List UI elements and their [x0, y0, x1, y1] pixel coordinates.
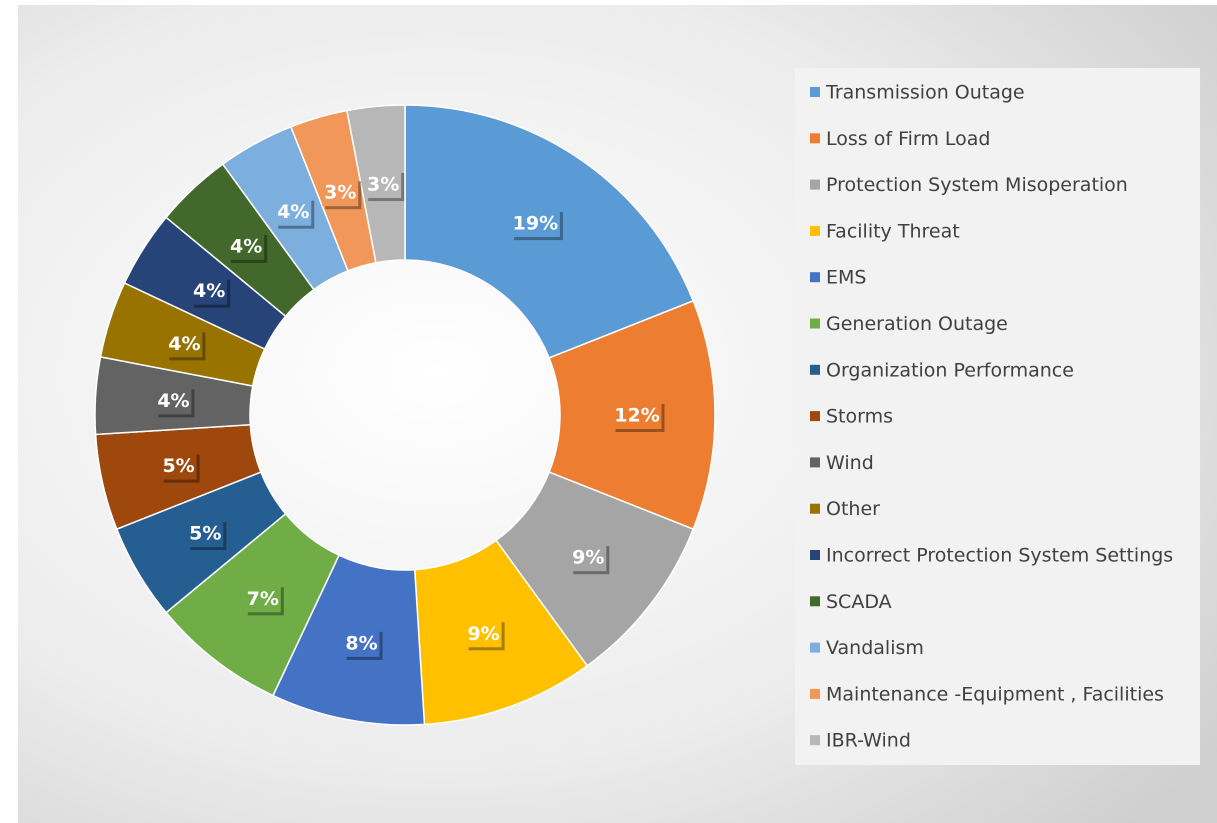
- data-label: 3%: [367, 174, 399, 196]
- legend-label: IBR-Wind: [826, 730, 911, 752]
- data-label: 9%: [467, 623, 499, 645]
- legend-box: [795, 68, 1200, 765]
- legend-label: Organization Performance: [826, 359, 1074, 381]
- data-label-box: [244, 584, 281, 613]
- legend-swatch: [810, 735, 820, 746]
- data-label-box: [191, 276, 228, 305]
- data-label: 4%: [168, 333, 200, 355]
- data-label-box: [228, 231, 265, 260]
- data-label-box: [155, 386, 192, 415]
- data-label: 5%: [162, 455, 194, 477]
- data-label: 4%: [277, 201, 309, 223]
- legend-label: SCADA: [826, 591, 892, 613]
- data-label: 4%: [230, 235, 262, 257]
- data-label: 12%: [614, 405, 659, 427]
- legend-swatch: [810, 318, 820, 329]
- legend-swatch: [810, 688, 820, 699]
- data-label: 9%: [572, 547, 604, 569]
- legend-swatch: [810, 550, 820, 560]
- data-label-box: [365, 170, 402, 199]
- data-label: 4%: [193, 280, 225, 302]
- data-label-box: [343, 628, 380, 657]
- legend-swatch: [810, 364, 820, 375]
- data-label-box: [160, 451, 197, 480]
- legend-label: Loss of Firm Load: [826, 128, 991, 150]
- legend-label: Generation Outage: [826, 313, 1008, 335]
- legend-label: Vandalism: [826, 637, 924, 659]
- legend-swatch: [810, 87, 820, 97]
- data-label-box: [465, 619, 502, 648]
- data-label: 4%: [157, 390, 189, 412]
- legend-label: Storms: [826, 406, 893, 428]
- data-label-box: [166, 329, 203, 358]
- legend-label: EMS: [826, 267, 866, 289]
- legend-label: Facility Threat: [826, 220, 960, 242]
- data-label: 19%: [513, 213, 558, 235]
- legend-label: Protection System Misoperation: [826, 174, 1128, 196]
- legend-swatch: [810, 225, 820, 236]
- legend-swatch: [810, 133, 820, 144]
- data-label: 5%: [189, 523, 221, 545]
- legend-swatch: [810, 503, 820, 514]
- legend-label: Maintenance -Equipment , Facilities: [826, 683, 1164, 705]
- data-label-box: [510, 209, 560, 238]
- data-label: 7%: [247, 588, 279, 610]
- legend-swatch: [810, 179, 820, 190]
- data-label-box: [322, 178, 359, 207]
- legend-swatch: [810, 272, 820, 283]
- data-label: 8%: [345, 632, 377, 654]
- legend-swatch: [810, 457, 820, 468]
- legend-swatch: [810, 642, 820, 653]
- legend-label: Transmission Outage: [825, 82, 1025, 104]
- legend-label: Incorrect Protection System Settings: [826, 545, 1173, 567]
- legend-label: Other: [826, 498, 880, 520]
- data-label-box: [570, 543, 607, 572]
- legend-swatch: [810, 596, 820, 607]
- legend-swatch: [810, 411, 820, 422]
- data-label: 3%: [324, 182, 356, 204]
- data-label-box: [275, 197, 312, 226]
- legend-label: Wind: [826, 452, 874, 474]
- data-label-box: [612, 401, 662, 429]
- data-label-box: [187, 519, 224, 548]
